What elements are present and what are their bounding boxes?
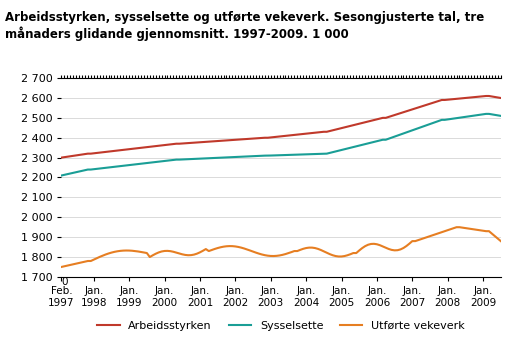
Sysselsette — [233, 155, 239, 159]
Utførte vekeverk — [233, 244, 239, 248]
Arbeidsstyrken — [233, 138, 239, 142]
Arbeidsstyrken — [483, 94, 489, 98]
Line: Arbeidsstyrken: Arbeidsstyrken — [61, 96, 501, 158]
Line: Sysselsette: Sysselsette — [61, 114, 501, 175]
Sysselsette — [421, 124, 427, 128]
Utførte vekeverk — [453, 225, 459, 229]
Text: Arbeidsstyrken, sysselsette og utførte vekeverk. Sesongjusterte tal, tre
månader: Arbeidsstyrken, sysselsette og utførte v… — [5, 11, 484, 40]
Arbeidsstyrken — [421, 104, 427, 108]
Utførte vekeverk — [498, 239, 504, 243]
Sysselsette — [362, 142, 368, 146]
Arbeidsstyrken — [203, 140, 209, 144]
Utførte vekeverk — [58, 265, 64, 269]
Arbeidsstyrken — [58, 155, 64, 160]
Arbeidsstyrken — [306, 131, 312, 136]
Arbeidsstyrken — [288, 133, 294, 137]
Utførte vekeverk — [421, 236, 427, 240]
Arbeidsstyrken — [498, 96, 504, 100]
Sysselsette — [483, 112, 489, 116]
Utførte vekeverk — [306, 246, 312, 250]
Text: 0: 0 — [61, 277, 68, 287]
Sysselsette — [306, 152, 312, 156]
Utførte vekeverk — [288, 250, 294, 254]
Sysselsette — [58, 173, 64, 178]
Arbeidsstyrken — [362, 120, 368, 124]
Sysselsette — [498, 114, 504, 118]
Legend: Arbeidsstyrken, Sysselsette, Utførte vekeverk: Arbeidsstyrken, Sysselsette, Utførte vek… — [93, 316, 469, 335]
Sysselsette — [203, 156, 209, 160]
Line: Utførte vekeverk: Utførte vekeverk — [61, 227, 501, 267]
Utførte vekeverk — [362, 244, 368, 248]
Sysselsette — [288, 153, 294, 157]
Utførte vekeverk — [203, 247, 209, 251]
